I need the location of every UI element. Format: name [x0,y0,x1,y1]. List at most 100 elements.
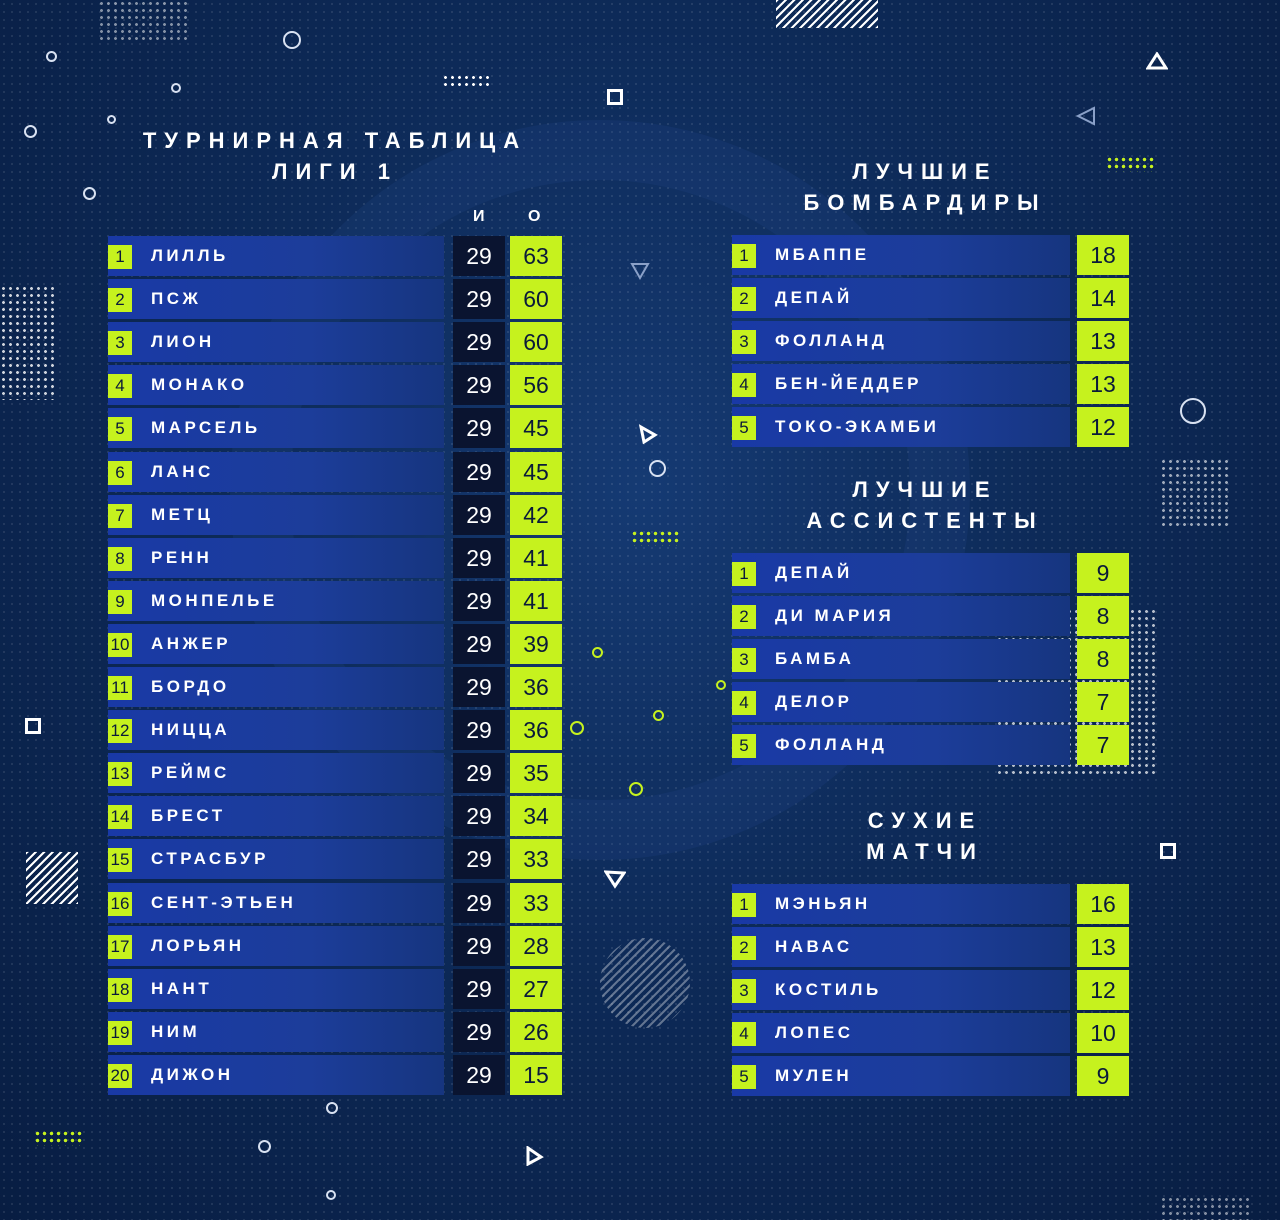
league-table-row: 1 ЛИЛЛЬ 29 63 [108,236,563,276]
square-decoration [1160,843,1176,859]
stat-row: 3 ФОЛЛАНД 13 [732,321,1130,361]
team-name: АНЖЕР [151,633,232,653]
triangle-decoration [604,870,626,889]
dot-grid-decoration [1160,458,1230,528]
points: 60 [510,322,562,363]
rank-badge: 2 [732,287,756,311]
team-bar [108,925,444,966]
league-table-row: 9 МОНПЕЛЬЕ 29 41 [108,580,563,621]
rank-badge: 10 [108,632,132,657]
player-name: ТОКО-ЭКАМБИ [775,417,940,436]
points: 28 [510,925,562,966]
rank-badge: 4 [732,1022,756,1046]
league-table-row: 7 МЕТЦ 29 42 [108,494,563,535]
team-bar [108,322,444,363]
rank-badge: 8 [108,546,132,571]
triangle-decoration [1146,52,1168,70]
stat-row: 4 ЛОПЕС 10 [732,1013,1130,1053]
rank-badge: 17 [108,934,132,959]
league-table-row: 19 НИМ 29 26 [108,1011,563,1052]
rank-badge: 1 [732,893,756,917]
scorers-title-line2: БОМБАРДИРЫ [803,190,1047,215]
stat-value: 9 [1077,553,1129,593]
stat-value: 12 [1077,407,1129,447]
games-played: 29 [453,494,505,535]
stat-row: 3 КОСТИЛЬ 12 [732,970,1130,1010]
clean-sheets-title-line2: МАТЧИ [866,839,984,864]
team-bar [108,710,444,751]
stat-value: 8 [1077,639,1129,679]
team-name: ЛИОН [151,332,215,352]
rank-badge: 5 [732,1065,756,1089]
rank-badge: 13 [108,762,132,787]
stat-value: 14 [1077,278,1129,318]
dot-grid-decoration [442,74,492,90]
games-played: 29 [453,365,505,406]
league-table-row: 14 БРЕСТ 29 34 [108,796,563,837]
games-played: 29 [453,537,505,578]
league-table-row: 17 ЛОРЬЯН 29 28 [108,925,563,966]
player-bar [732,1013,1070,1053]
team-name: НАНТ [151,978,213,998]
stat-value: 9 [1077,1056,1129,1096]
rank-badge: 11 [108,676,132,700]
rank-badge: 20 [108,1063,132,1088]
league-table-row: 10 АНЖЕР 29 39 [108,623,563,664]
rank-badge: 1 [732,562,756,586]
rank-badge: 4 [108,374,132,399]
rank-badge: 16 [108,891,132,916]
league-table-row: 16 СЕНТ-ЭТЬЕН 29 33 [108,882,563,923]
points: 15 [510,1054,562,1095]
team-name: МАРСЕЛЬ [151,418,261,438]
rank-badge: 15 [108,848,132,873]
team-name: РЕНН [151,547,213,567]
league-table-row: 20 ДИЖОН 29 15 [108,1054,563,1095]
stat-row: 1 МБАППЕ 18 [732,235,1130,275]
league-table-row: 2 ПСЖ 29 60 [108,279,563,320]
team-name: БРЕСТ [151,806,226,826]
games-played: 29 [453,279,505,320]
player-bar [732,553,1070,593]
team-name: СЕНТ-ЭТЬЕН [151,892,297,912]
stat-row: 5 ТОКО-ЭКАМБИ 12 [732,407,1130,447]
points: 27 [510,968,562,1009]
team-bar [108,279,444,320]
stat-row: 4 БЕН-ЙЕДДЕР 13 [732,364,1130,404]
player-bar [732,407,1070,447]
rank-badge: 5 [732,416,756,440]
rank-badge: 14 [108,805,132,830]
player-name: МБАППЕ [775,245,870,264]
points: 63 [510,236,562,276]
player-name: КОСТИЛЬ [775,980,882,999]
dot-grid-decoration [34,1130,84,1146]
team-bar [108,1011,444,1052]
rank-badge: 3 [108,331,132,356]
games-played: 29 [453,580,505,621]
games-played: 29 [453,1011,505,1052]
rank-badge: 19 [108,1020,132,1045]
player-name: ФОЛЛАНД [775,735,888,754]
ring-decoration [570,721,584,735]
points: 45 [510,451,562,492]
team-bar [108,796,444,837]
stat-row: 2 НАВАС 13 [732,927,1130,967]
games-played: 29 [453,236,505,276]
games-played: 29 [453,322,505,363]
hatch-decoration [600,938,690,1028]
ring-decoration [716,680,726,690]
stat-value: 7 [1077,682,1129,722]
games-played: 29 [453,1054,505,1095]
league-table-row: 15 СТРАСБУР 29 33 [108,839,563,880]
points: 36 [510,667,562,707]
team-bar [108,494,444,535]
points: 34 [510,796,562,837]
assists-title: ЛУЧШИЕ АССИСТЕНТЫ [730,474,1120,536]
team-bar [108,537,444,578]
player-bar [732,364,1070,404]
player-name: ДЕПАЙ [775,288,853,307]
player-name: МУЛЕН [775,1066,853,1085]
hatch-decoration [776,0,878,28]
dot-grid-decoration [98,0,190,40]
team-bar [108,882,444,923]
ring-decoration [283,31,301,49]
